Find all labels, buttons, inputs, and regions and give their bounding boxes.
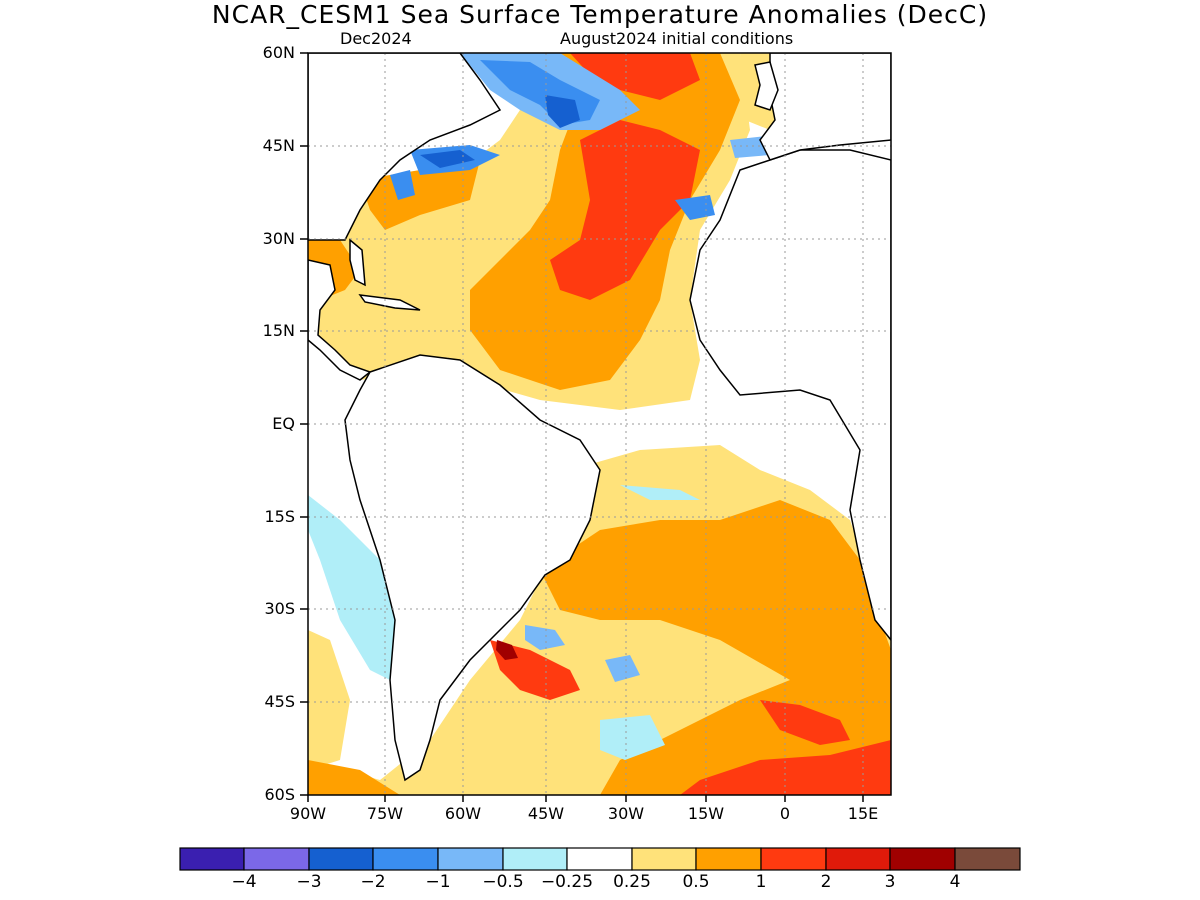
lat-tick-label: 45S [264,692,295,711]
colorbar-label: −0.5 [482,872,524,892]
colorbar-swatch [954,847,1021,871]
anomaly-region-sa-blue-3 [600,715,665,760]
colorbar-swatch [372,847,439,871]
lat-tick-label: 60N [262,43,295,62]
map-title: NCAR_CESM1 Sea Surface Temperature Anoma… [211,0,989,29]
colorbar-swatch [243,847,310,871]
lat-tick-label: 15N [262,321,295,340]
colorbar-swatch [825,847,891,871]
colorbar-label: 4 [949,872,961,892]
initial-conditions-label: August2024 initial conditions [560,29,794,48]
lat-tick-label: 30S [264,599,295,618]
colorbar-label: 2 [820,872,832,892]
cuba-land [358,294,421,311]
anomaly-region-sa-blue-2 [605,655,640,682]
lat-tick-label: 45N [262,136,295,155]
colorbar-label: −2 [360,872,386,892]
anomaly-region-labrador-core [545,95,580,128]
colorbar-swatch [695,847,762,871]
lat-tick-label: EQ [272,414,295,433]
colorbar-label: −4 [231,872,257,892]
anomaly-region-west-coast-yellow [308,630,350,770]
colorbar-swatch [760,847,827,871]
uk-land [754,61,779,111]
lat-tick-label: 60S [264,785,295,804]
anomaly-region-south-orange [308,760,400,795]
lat-tick-label: 15S [264,507,295,526]
anomaly-region-coast-blue [390,170,415,200]
south-america-land [344,354,601,782]
graticule [308,53,891,795]
lat-tick-label: 30N [262,229,295,248]
colorbar-swatch [631,847,697,871]
colorbar-swatch [502,847,568,871]
lon-tick-label: 0 [779,804,791,823]
colorbar-label: 0.5 [682,872,710,892]
lon-tick-label: 75W [366,804,404,823]
lon-tick-label: 45W [527,804,565,823]
lon-tick-label: 60W [444,804,482,823]
anomaly-region-us-coast-orange [360,160,480,230]
anomaly-region-se-red [760,700,850,745]
africa-land [689,149,891,642]
colorbar-swatch [308,847,374,871]
florida-land [349,238,366,287]
lon-tick-label: 15E [847,804,879,823]
colorbar-swatch [179,847,245,871]
colorbar-label: −0.25 [540,872,594,892]
lon-tick-label: 90W [289,804,327,823]
lon-tick-label: 15W [687,804,725,823]
colorbar-swatch [566,847,633,871]
anomaly-region-sa-blue-1 [525,625,565,650]
central-america-land [308,259,372,381]
anomaly-region-azores-blue [675,195,715,220]
target-month-label: Dec2024 [340,29,412,48]
colorbar-label: 0.25 [613,872,651,892]
colorbar-label: 1 [755,872,767,892]
colorbar-swatch [889,847,956,871]
anomaly-region-north-red [570,53,700,100]
colorbar-label: 3 [884,872,896,892]
anomaly-region-brazil-cyan [620,485,700,500]
axis-ticks [300,52,864,802]
anomaly-region-ne-us-core [420,150,475,168]
colorbar [179,847,1021,871]
colorbar-swatch [437,847,504,871]
colorbar-label: −1 [425,872,451,892]
lon-tick-label: 30W [607,804,645,823]
anomaly-region-pacific-cyan [308,495,395,680]
anomaly-region-na-red [550,120,700,300]
anomaly-region-dark-red [496,640,518,660]
colorbar-label: −3 [296,872,322,892]
